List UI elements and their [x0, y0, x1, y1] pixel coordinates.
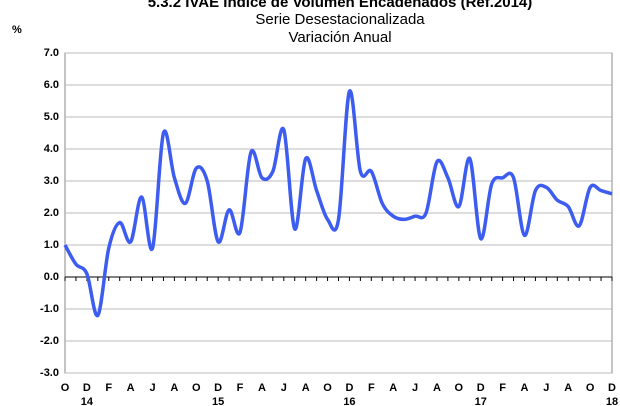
x-tick-label: A — [389, 382, 397, 394]
x-tick-label: O — [61, 382, 70, 394]
x-tick-label: F — [368, 382, 375, 394]
x-tick-label: F — [105, 382, 112, 394]
x-tick-label: A — [258, 382, 266, 394]
x-tick-label: O — [455, 382, 464, 394]
chart-title: 5.3.2 IVAE Índice de Volumen Encadenados… — [148, 0, 533, 11]
x-tick-label: J — [281, 382, 287, 394]
line-series — [63, 89, 613, 318]
x-tick-label: A — [302, 382, 310, 394]
x-tick-label: O — [323, 382, 332, 394]
x-tick-label: D — [477, 382, 485, 394]
x-tick-label: D — [608, 382, 616, 394]
y-tick-label: 5.0 — [44, 111, 59, 123]
x-tick-label: F — [237, 382, 244, 394]
y-tick-label: 2.0 — [44, 207, 59, 219]
x-tick-label: J — [412, 382, 418, 394]
y-tick-label: -1.0 — [40, 303, 59, 315]
chart-subtitle: Serie Desestacionalizada — [255, 11, 425, 28]
y-tick-label: -2.0 — [40, 335, 59, 347]
y-tick-label: 7.0 — [44, 47, 59, 59]
y-tick-label: 6.0 — [44, 79, 59, 91]
x-tick-label: A — [564, 382, 572, 394]
chart-subtitle: Variación Anual — [288, 29, 391, 46]
year-label: 16 — [343, 396, 355, 406]
year-label: 15 — [212, 396, 224, 406]
y-tick-label: -3.0 — [40, 367, 59, 379]
x-tick-label: D — [214, 382, 222, 394]
x-tick-label: A — [433, 382, 441, 394]
year-label: 18 — [606, 396, 618, 406]
x-tick-label: O — [586, 382, 595, 394]
y-tick-label: 3.0 — [44, 175, 59, 187]
y-tick-label: 0.0 — [44, 271, 59, 283]
x-tick-label: A — [521, 382, 529, 394]
x-tick-label: A — [127, 382, 135, 394]
x-tick-label: J — [543, 382, 549, 394]
y-tick-label: 1.0 — [44, 239, 59, 251]
x-tick-label: D — [345, 382, 353, 394]
x-tick-label: O — [192, 382, 201, 394]
x-tick-label: F — [499, 382, 506, 394]
y-axis-label: % — [12, 24, 22, 36]
x-tick-label: J — [149, 382, 155, 394]
x-tick-label: A — [170, 382, 178, 394]
year-label: 14 — [81, 396, 94, 406]
x-tick-label: D — [83, 382, 91, 394]
y-tick-label: 4.0 — [44, 143, 59, 155]
year-label: 17 — [475, 396, 487, 406]
